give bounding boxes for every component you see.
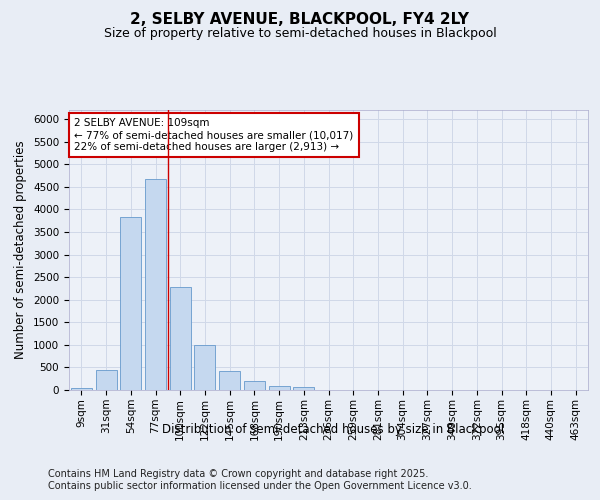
Text: 2 SELBY AVENUE: 109sqm
← 77% of semi-detached houses are smaller (10,017)
22% of: 2 SELBY AVENUE: 109sqm ← 77% of semi-det… xyxy=(74,118,353,152)
Bar xyxy=(244,381,265,390)
Bar xyxy=(170,286,191,390)
Bar xyxy=(219,372,240,390)
Text: Size of property relative to semi-detached houses in Blackpool: Size of property relative to semi-detach… xyxy=(104,28,496,40)
Bar xyxy=(269,386,290,390)
Bar xyxy=(194,346,215,390)
Text: Distribution of semi-detached houses by size in Blackpool: Distribution of semi-detached houses by … xyxy=(162,422,504,436)
Text: 2, SELBY AVENUE, BLACKPOOL, FY4 2LY: 2, SELBY AVENUE, BLACKPOOL, FY4 2LY xyxy=(131,12,470,28)
Bar xyxy=(95,370,116,390)
Bar xyxy=(145,178,166,390)
Bar xyxy=(293,386,314,390)
Y-axis label: Number of semi-detached properties: Number of semi-detached properties xyxy=(14,140,28,360)
Bar xyxy=(120,218,141,390)
Text: Contains HM Land Registry data © Crown copyright and database right 2025.
Contai: Contains HM Land Registry data © Crown c… xyxy=(48,469,472,490)
Bar xyxy=(71,388,92,390)
